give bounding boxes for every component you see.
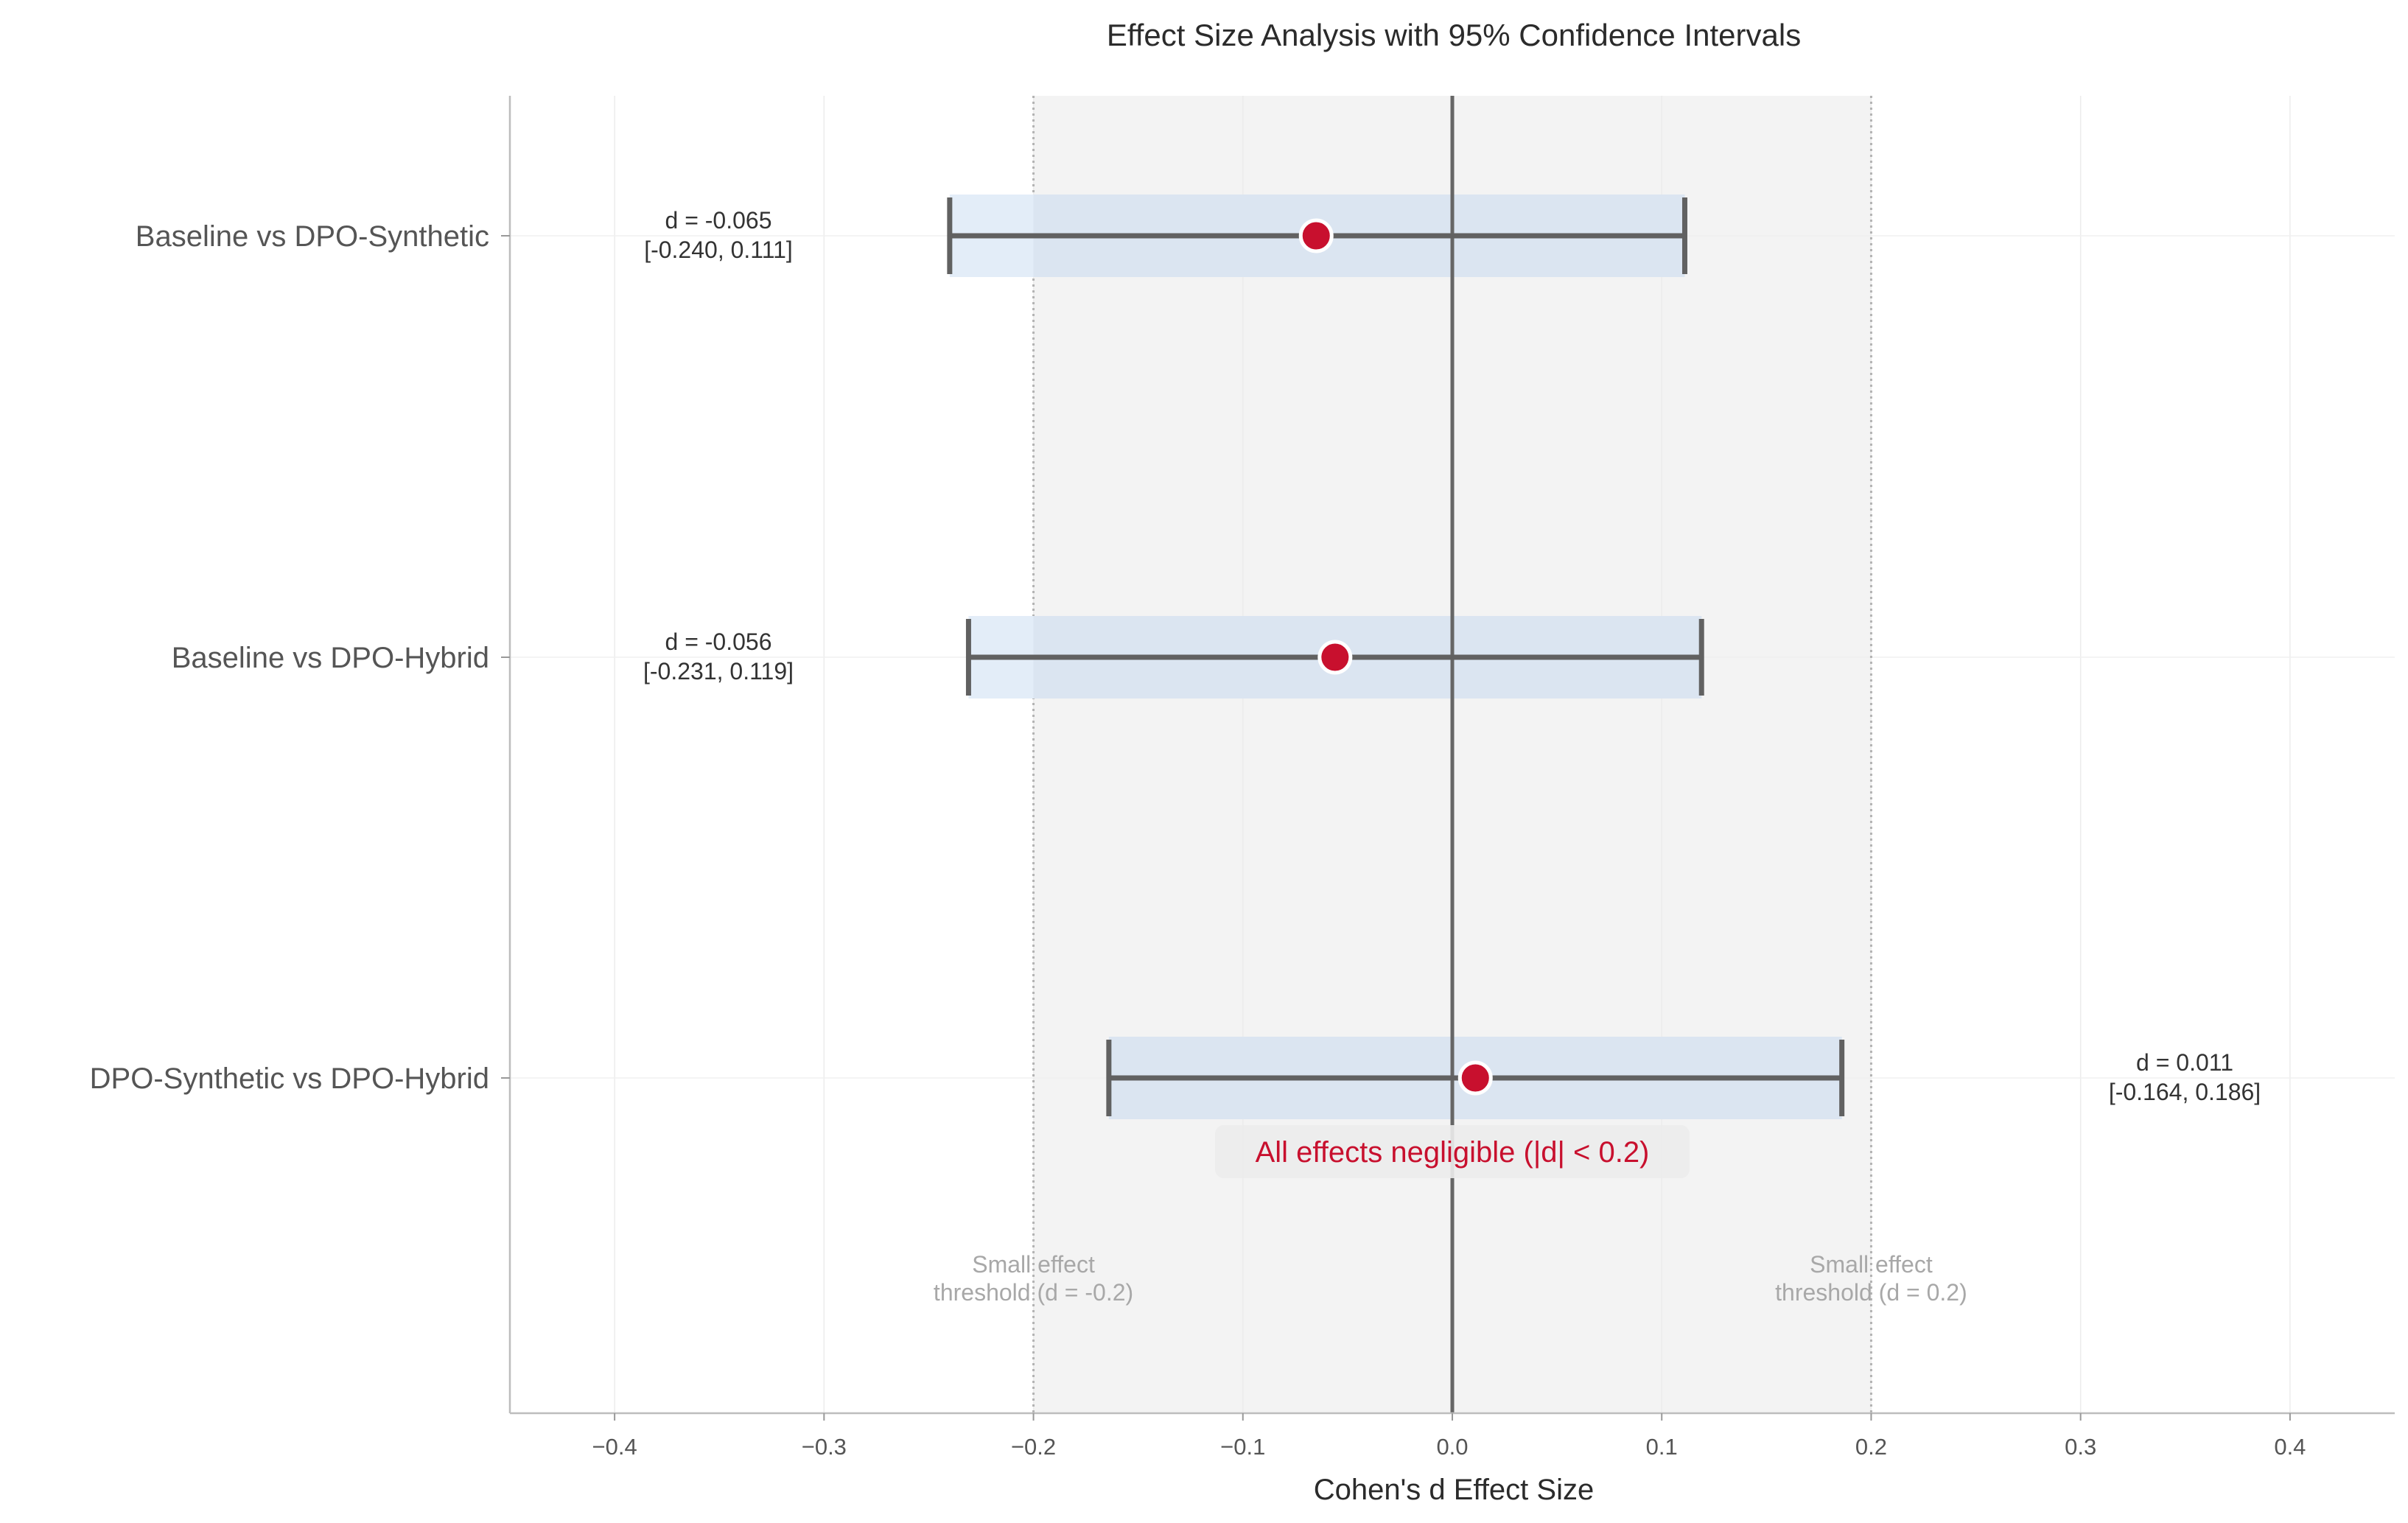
- value-annotation-0-ci: [-0.240, 0.111]: [644, 237, 793, 263]
- value-annotation-1-d: d = -0.056: [665, 629, 772, 655]
- negligible-note-box: [1215, 1125, 1690, 1178]
- x-axis-label: Cohen's d Effect Size: [1314, 1474, 1594, 1506]
- x-tick-label-3: −0.1: [1220, 1434, 1265, 1460]
- x-tick-label-7: 0.3: [2065, 1434, 2096, 1460]
- negligible-note: All effects negligible (|d| < 0.2): [1256, 1136, 1650, 1169]
- y-tick-label-1: Baseline vs DPO-Hybrid: [172, 642, 489, 674]
- x-tick-label-0: −0.4: [592, 1434, 637, 1460]
- effect-point-0: [1298, 218, 1334, 253]
- chart-title: Effect Size Analysis with 95% Confidence…: [1107, 18, 1801, 52]
- effect-point-1: [1317, 640, 1353, 675]
- threshold-label-1-line2: threshold (d = 0.2): [1775, 1279, 1967, 1306]
- threshold-label-0-line2: threshold (d = -0.2): [934, 1279, 1133, 1306]
- x-tick-label-6: 0.2: [1855, 1434, 1887, 1460]
- x-tick-label-2: −0.2: [1011, 1434, 1056, 1460]
- y-tick-label-2: DPO-Synthetic vs DPO-Hybrid: [90, 1062, 489, 1095]
- threshold-label-0-line1: Small effect: [972, 1251, 1095, 1278]
- value-annotation-0-d: d = -0.065: [665, 207, 772, 234]
- threshold-label-1-line1: Small effect: [1810, 1251, 1933, 1278]
- plot-area: −0.4 −0.3 −0.2 −0.1 0.0 0.1 0.2 0.3 0.4 Baseline …: [90, 96, 2395, 1460]
- x-tick-label-8: 0.4: [2274, 1434, 2306, 1460]
- x-tick-label-4: 0.0: [1436, 1434, 1468, 1460]
- value-annotation-2-ci: [-0.164, 0.186]: [2109, 1079, 2261, 1105]
- x-tick-label-1: −0.3: [802, 1434, 847, 1460]
- x-tick-label-5: 0.1: [1646, 1434, 1678, 1460]
- effect-point-2: [1457, 1060, 1493, 1096]
- value-annotation-1-ci: [-0.231, 0.119]: [643, 658, 794, 685]
- value-annotation-2-d: d = 0.011: [2136, 1049, 2233, 1076]
- y-tick-label-0: Baseline vs DPO-Synthetic: [136, 220, 489, 253]
